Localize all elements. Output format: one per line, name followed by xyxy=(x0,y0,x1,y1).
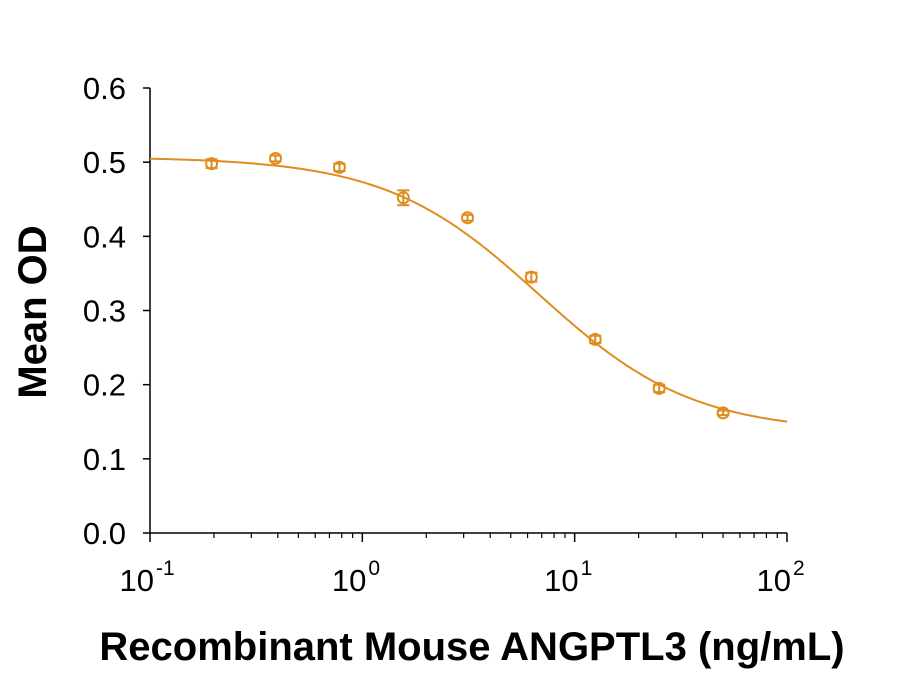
y-tick-label: 0.6 xyxy=(83,71,126,106)
y-tick-label: 0.1 xyxy=(83,442,126,477)
data-point xyxy=(332,160,346,174)
data-marker xyxy=(524,270,538,284)
data-marker xyxy=(588,332,602,346)
data-marker xyxy=(269,151,283,165)
data-marker xyxy=(652,381,666,395)
y-tick-label: 0.4 xyxy=(83,219,126,254)
y-tick-label: 0.5 xyxy=(83,145,126,180)
x-tick-base: 10 xyxy=(757,563,791,598)
y-axis-ticks: 0.0 0.1 0.2 0.3 0.4 0.5 0.6 xyxy=(83,71,150,551)
data-marker xyxy=(716,406,730,420)
fit-curve xyxy=(149,157,788,423)
data-point xyxy=(461,211,475,225)
data-point xyxy=(524,270,538,284)
data-points-layer xyxy=(205,151,730,420)
data-point xyxy=(652,381,666,395)
data-point xyxy=(716,406,730,420)
x-tick-exponent: 0 xyxy=(368,557,380,580)
y-tick-label: 0.2 xyxy=(83,368,126,403)
x-tick-exponent: -1 xyxy=(156,557,175,580)
x-tick-base: 10 xyxy=(332,563,366,598)
data-marker xyxy=(461,211,475,225)
fit-curve-layer xyxy=(149,157,788,423)
x-axis-title: Recombinant Mouse ANGPTL3 (ng/mL) xyxy=(99,625,844,669)
x-tick-label: 10 1 xyxy=(544,557,592,598)
axes xyxy=(149,88,787,534)
y-tick-label: 0.0 xyxy=(83,516,126,551)
x-tick-base: 10 xyxy=(544,563,578,598)
x-axis-ticks: 10 -1 10 0 10 1 10 2 xyxy=(120,533,805,598)
y-tick-label: 0.3 xyxy=(83,294,126,329)
x-tick-label: 10 2 xyxy=(757,557,805,598)
y-axis-title: Mean OD xyxy=(11,225,55,398)
data-marker xyxy=(396,191,410,205)
data-point xyxy=(396,189,410,207)
x-tick-exponent: 1 xyxy=(581,557,593,580)
data-point xyxy=(269,151,283,165)
x-tick-label: 10 0 xyxy=(332,557,380,598)
x-tick-exponent: 2 xyxy=(793,557,805,580)
x-tick-label: 10 -1 xyxy=(120,557,175,598)
data-marker xyxy=(332,160,346,174)
data-marker xyxy=(205,157,219,171)
data-point xyxy=(205,157,219,171)
data-point xyxy=(588,332,602,346)
x-tick-base: 10 xyxy=(120,563,154,598)
